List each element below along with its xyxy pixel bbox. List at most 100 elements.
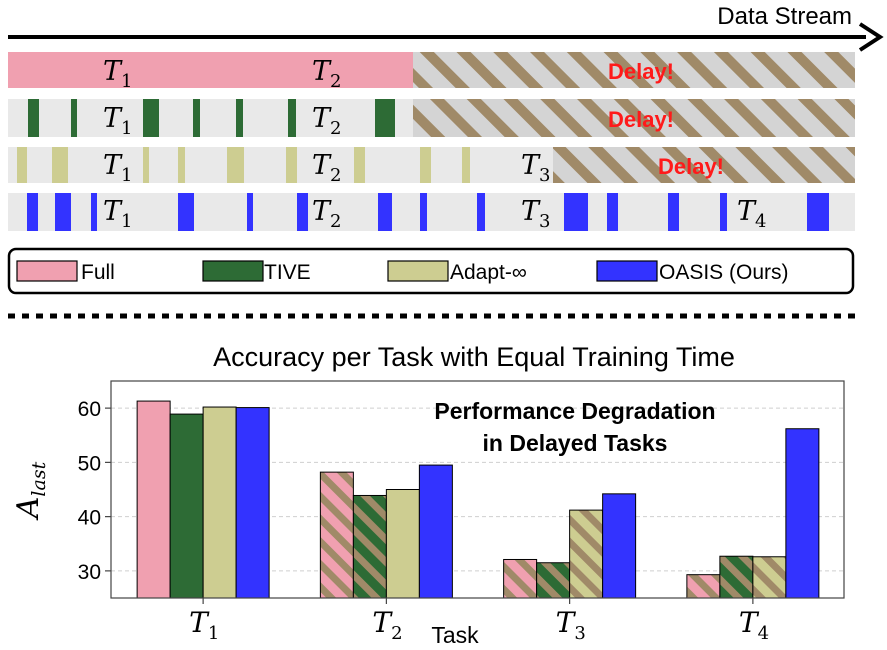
training-segment <box>288 99 296 137</box>
strip-background <box>8 99 413 137</box>
x-axis-ticks: T1 T2 T3 T4 <box>189 598 769 644</box>
training-segment <box>71 99 77 137</box>
training-segment <box>143 147 149 183</box>
task-label-t4: T4 <box>737 196 766 232</box>
task-label-t3: T3 <box>521 196 550 232</box>
bar-t2-3 <box>418 464 453 599</box>
delay-hatch-region <box>413 52 855 88</box>
timeline-row-adapt: Delay! T1 T2 T3 <box>8 147 855 186</box>
training-segment <box>564 193 588 231</box>
bar-t1-2 <box>202 406 237 599</box>
task-label-t1: T1 <box>103 103 132 139</box>
training-segment <box>607 193 618 231</box>
task-label-t2: T2 <box>312 150 341 186</box>
bar-t2-2 <box>385 489 420 599</box>
timeline-row-oasis: T1 T2 T3 T4 <box>8 193 855 232</box>
legend-swatch-oasis <box>596 260 658 282</box>
training-segment <box>178 193 194 231</box>
legend-label-adapt: Adapt-∞ <box>450 261 527 284</box>
x-axis-label: Task <box>431 622 479 648</box>
bar-t4-2 <box>752 556 787 599</box>
chart-annotation-line-2: in Delayed Tasks <box>483 430 668 456</box>
strip-background <box>8 147 553 183</box>
y-axis-label: Alast <box>11 461 50 521</box>
training-segment <box>143 99 159 137</box>
delay-hatch-region <box>553 147 855 183</box>
bar-t2-1 <box>352 494 387 599</box>
task-label-t2: T2 <box>312 103 341 139</box>
training-segment <box>720 193 727 231</box>
task-label-t1: T1 <box>103 150 132 186</box>
training-segment <box>52 147 68 183</box>
training-segment <box>55 193 71 231</box>
training-segment <box>354 147 365 183</box>
training-segment <box>297 193 308 231</box>
y-tick-label: 50 <box>78 452 101 475</box>
legend-label-tive: TIVE <box>264 261 311 284</box>
training-segment <box>477 193 485 231</box>
training-segment <box>27 193 38 231</box>
stream-label: Data Stream <box>717 3 852 30</box>
stream-arrow-head <box>858 22 884 52</box>
bar-t2-0 <box>319 471 354 599</box>
bar-t1-3 <box>235 407 270 599</box>
legend-swatch-tive <box>202 260 264 282</box>
training-segment <box>462 147 470 183</box>
bars-layer <box>136 400 820 599</box>
training-segment <box>378 193 392 231</box>
training-segment <box>420 147 431 183</box>
bar-t4-1 <box>719 555 754 599</box>
task-label-t3: T3 <box>521 150 550 186</box>
plot-frame <box>110 380 845 599</box>
bar-t4-3 <box>785 428 820 599</box>
bar-t3-3 <box>602 493 637 599</box>
strip-background <box>8 193 855 231</box>
legend: Full TIVE Adapt-∞ OASIS (Ours) <box>7 247 855 295</box>
bar-t3-2 <box>569 509 604 599</box>
full-training-bar <box>8 52 413 88</box>
bar-t3-1 <box>536 562 571 599</box>
x-tick-label: T1 <box>189 606 219 644</box>
delay-hatch-region <box>413 99 855 137</box>
training-segment <box>28 99 39 137</box>
training-segment <box>178 147 185 183</box>
training-segment <box>227 147 244 183</box>
legend-swatch-adapt <box>387 260 449 282</box>
delay-label: Delay! <box>608 59 674 84</box>
legend-label-full: Full <box>81 261 115 284</box>
chart-title: Accuracy per Task with Equal Training Ti… <box>213 342 735 372</box>
x-tick-label: T4 <box>739 606 769 644</box>
timeline-row-full: Delay! T1 T2 <box>8 52 855 92</box>
plot-area: 30 40 50 60 T1 T2 T3 T4 <box>78 380 845 644</box>
x-tick-label: T2 <box>372 606 402 644</box>
training-segment <box>236 99 243 137</box>
bar-t3-0 <box>503 558 538 599</box>
task-label-t1: T1 <box>103 196 132 232</box>
task-label-t2: T2 <box>312 196 341 232</box>
timeline-row-tive: Delay! T1 T2 <box>8 99 855 139</box>
task-label-t2: T2 <box>312 56 341 92</box>
training-segment <box>286 147 297 183</box>
task-label-t1: T1 <box>103 56 132 92</box>
bar-t1-1 <box>169 413 204 599</box>
y-tick-label: 40 <box>78 507 101 530</box>
training-segment <box>668 193 679 231</box>
delay-label: Delay! <box>658 154 724 179</box>
y-axis-ticks: 30 40 50 60 <box>78 398 111 584</box>
x-tick-label: T3 <box>556 606 586 644</box>
training-segment <box>247 193 253 231</box>
legend-label-oasis: OASIS (Ours) <box>659 261 789 284</box>
training-segment <box>193 99 200 137</box>
training-segment <box>91 193 97 231</box>
y-tick-label: 60 <box>78 398 101 421</box>
delay-label: Delay! <box>608 107 674 132</box>
bar-t4-0 <box>686 574 721 599</box>
y-tick-label: 30 <box>78 561 101 584</box>
chart-annotation-line-1: Performance Degradation <box>434 398 715 424</box>
training-segment <box>17 147 27 183</box>
training-segment <box>807 193 829 231</box>
bar-t1-0 <box>136 400 171 599</box>
legend-swatch-full <box>16 260 78 282</box>
training-segment <box>420 193 427 231</box>
